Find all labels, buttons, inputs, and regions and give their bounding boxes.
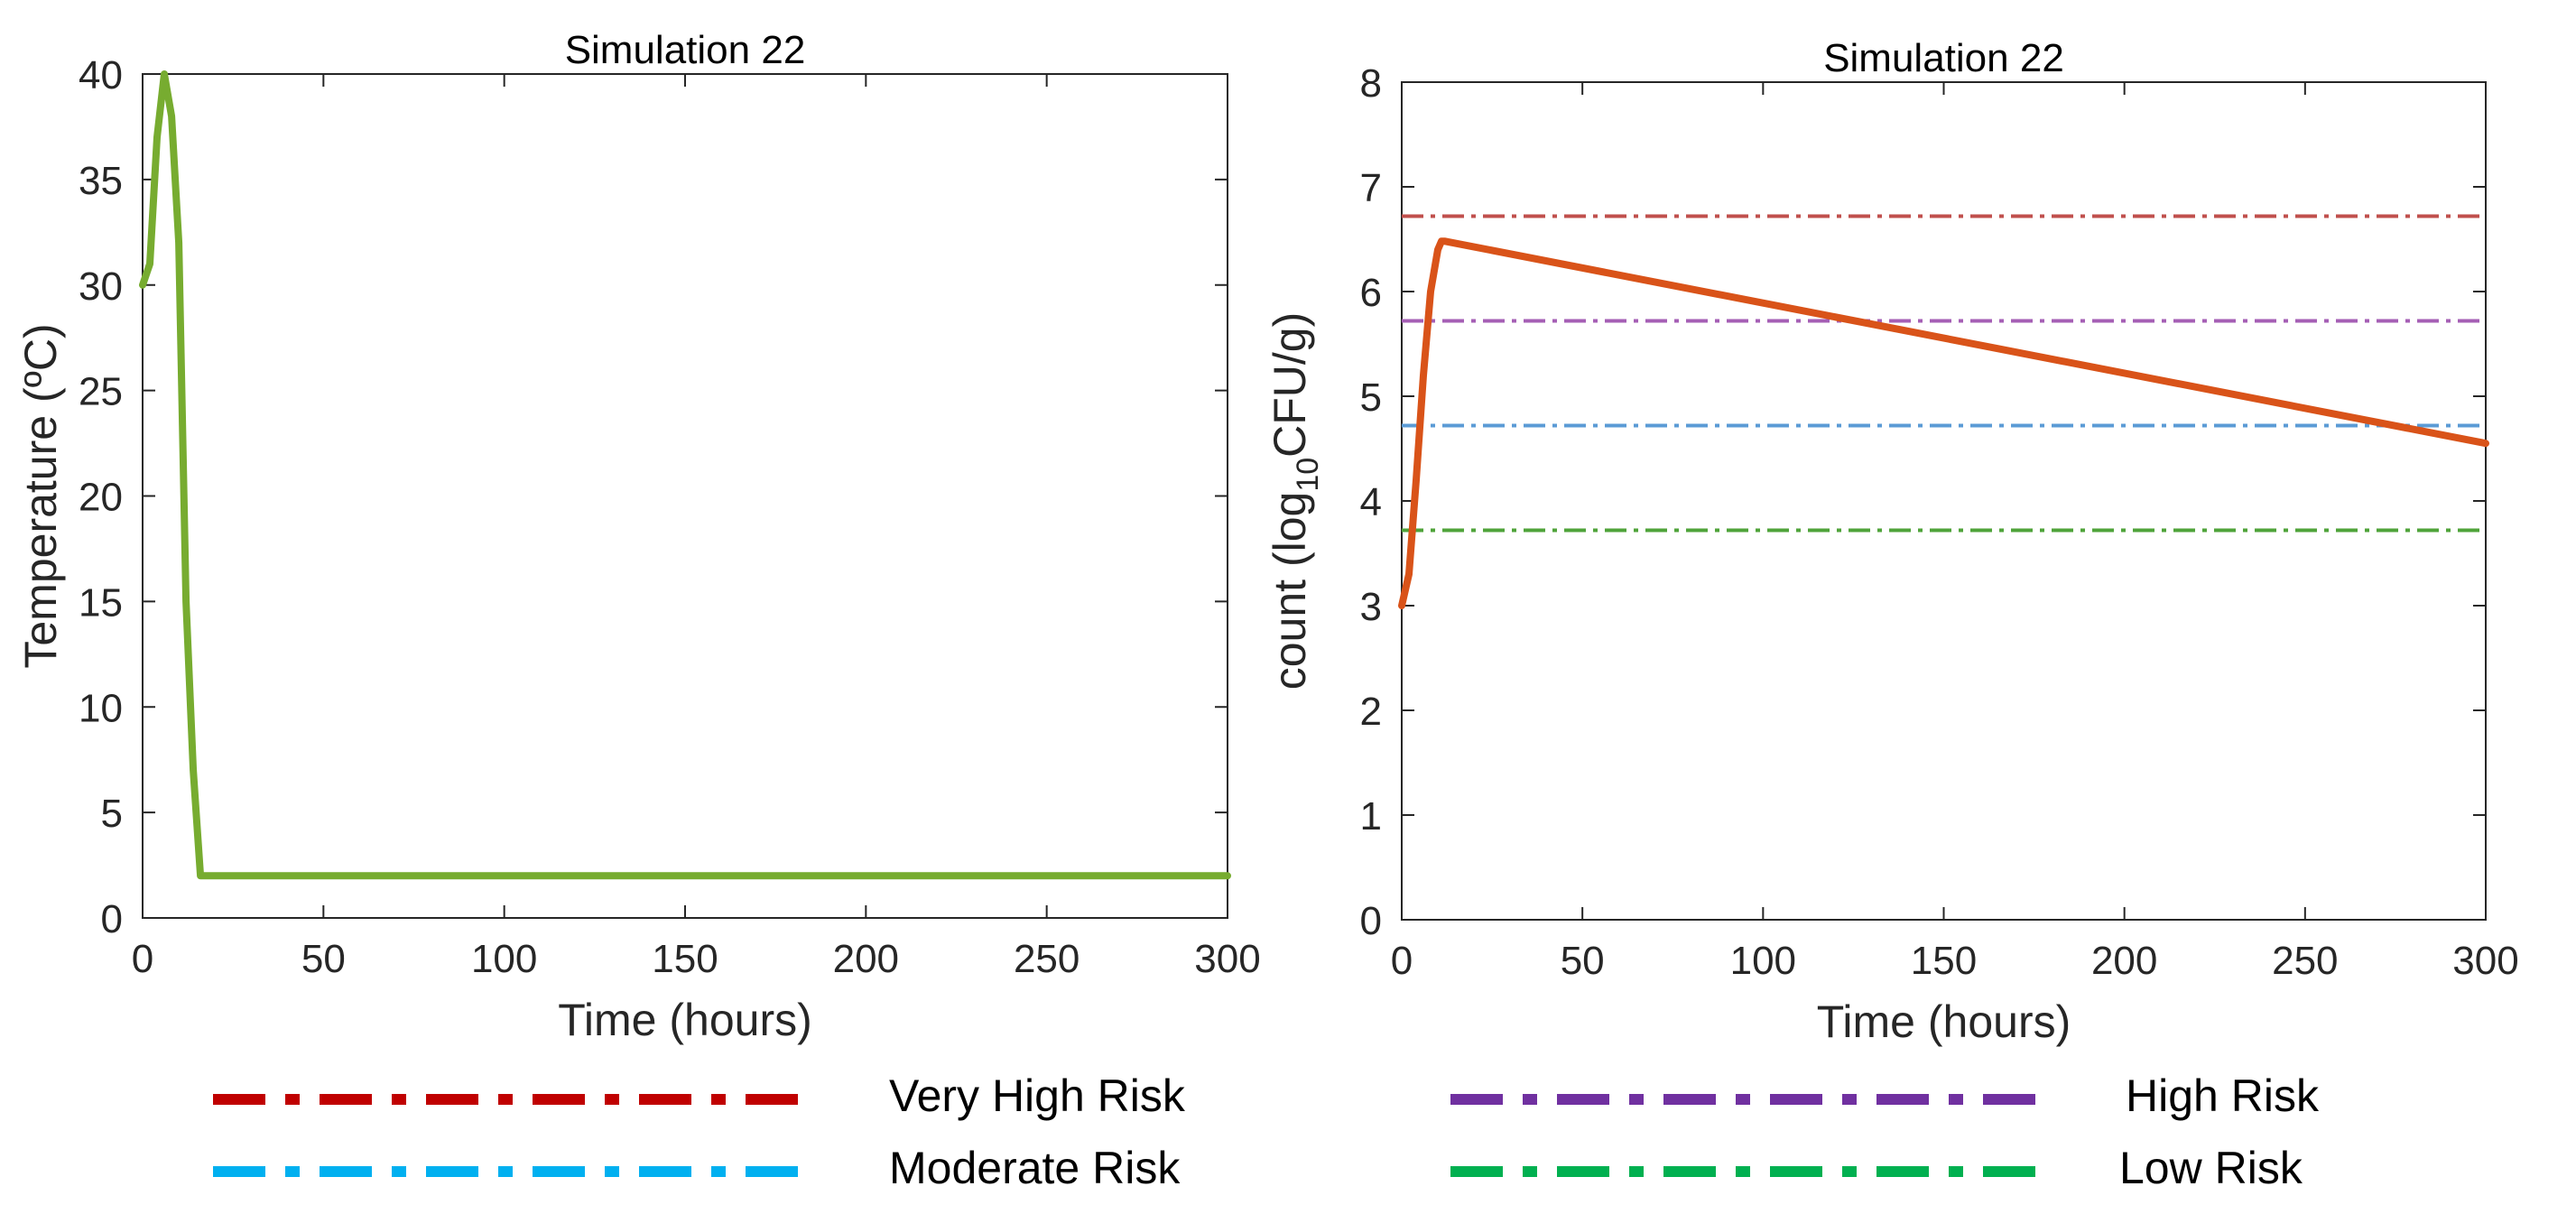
count-series-line <box>1398 237 2489 609</box>
count-y-axis-label-suffix: CFU/g) <box>1265 312 1315 458</box>
count-y-tick-label: 4 <box>1360 480 1382 524</box>
count-chart-title: Simulation 22 <box>1823 36 2064 80</box>
temp-y-tick-label: 5 <box>101 792 123 836</box>
temp-x-tick-label: 200 <box>833 937 899 981</box>
count-chart: 0 50 100 150 200 250 300 0 1 2 3 4 5 6 7 8 Simulation 22… <box>1265 36 2519 1047</box>
count-x-tick-label: 200 <box>2091 939 2157 983</box>
temp-axes-box <box>142 73 1228 919</box>
count-y-tick-label: 1 <box>1360 794 1382 839</box>
temp-x-tick-label: 250 <box>1014 937 1080 981</box>
count-y-tick-label: 5 <box>1360 375 1382 420</box>
temperature-chart: 0 50 100 150 200 250 300 0 5 10 15 20 25 30 35 40 Simula… <box>15 28 1261 1045</box>
legend-label-very-high-risk: Very High Risk <box>889 1070 1185 1121</box>
legend <box>213 1094 2041 1177</box>
temp-chart-title: Simulation 22 <box>565 28 806 72</box>
count-y-tick-label: 7 <box>1360 166 1382 210</box>
temp-x-tick-label: 0 <box>132 937 153 981</box>
temp-x-tick-label: 100 <box>471 937 537 981</box>
count-y-tick-label: 8 <box>1360 61 1382 106</box>
temp-x-axis-label: Time (hours) <box>558 995 812 1045</box>
count-y-axis-label-prefix: count (log <box>1265 492 1315 690</box>
count-x-tick-label: 150 <box>1911 939 1977 983</box>
count-x-tick-label: 300 <box>2452 939 2518 983</box>
count-x-axis-label: Time (hours) <box>1817 996 2071 1047</box>
temp-x-tick-label: 300 <box>1194 937 1260 981</box>
count-x-tick-label: 50 <box>1561 939 1605 983</box>
temp-y-axis-label: Temperature (ºC) <box>15 323 66 668</box>
count-y-axis-label-subscript: 10 <box>1291 458 1325 492</box>
temp-y-tick-label: 20 <box>79 476 123 520</box>
legend-label-moderate-risk: Moderate Risk <box>889 1143 1181 1193</box>
temp-x-tick-label: 150 <box>652 937 718 981</box>
temp-y-tick-label: 40 <box>79 53 123 97</box>
count-y-tick-label: 6 <box>1360 271 1382 315</box>
temp-y-tick-label: 25 <box>79 370 123 414</box>
count-y-axis-label: count (log10CFU/g) <box>1265 312 1325 690</box>
temp-y-tick-label: 15 <box>79 580 123 625</box>
count-y-tick-label: 2 <box>1360 690 1382 734</box>
temp-y-tick-label: 10 <box>79 686 123 730</box>
temp-y-tick-label: 30 <box>79 264 123 309</box>
count-y-tick-label: 3 <box>1360 585 1382 629</box>
temp-y-tick-label: 0 <box>101 897 123 941</box>
temp-y-tick-label: 35 <box>79 159 123 203</box>
temp-x-tick-label: 50 <box>301 937 346 981</box>
count-x-tick-label: 100 <box>1730 939 1796 983</box>
count-x-tick-label: 0 <box>1391 939 1413 983</box>
count-x-tick-label: 250 <box>2272 939 2338 983</box>
legend-label-high-risk: High Risk <box>2126 1070 2319 1121</box>
temp-series-line <box>139 70 1231 880</box>
count-y-tick-label: 0 <box>1360 899 1382 943</box>
legend-label-low-risk: Low Risk <box>2119 1143 2303 1193</box>
count-axes-box <box>1401 81 2487 921</box>
